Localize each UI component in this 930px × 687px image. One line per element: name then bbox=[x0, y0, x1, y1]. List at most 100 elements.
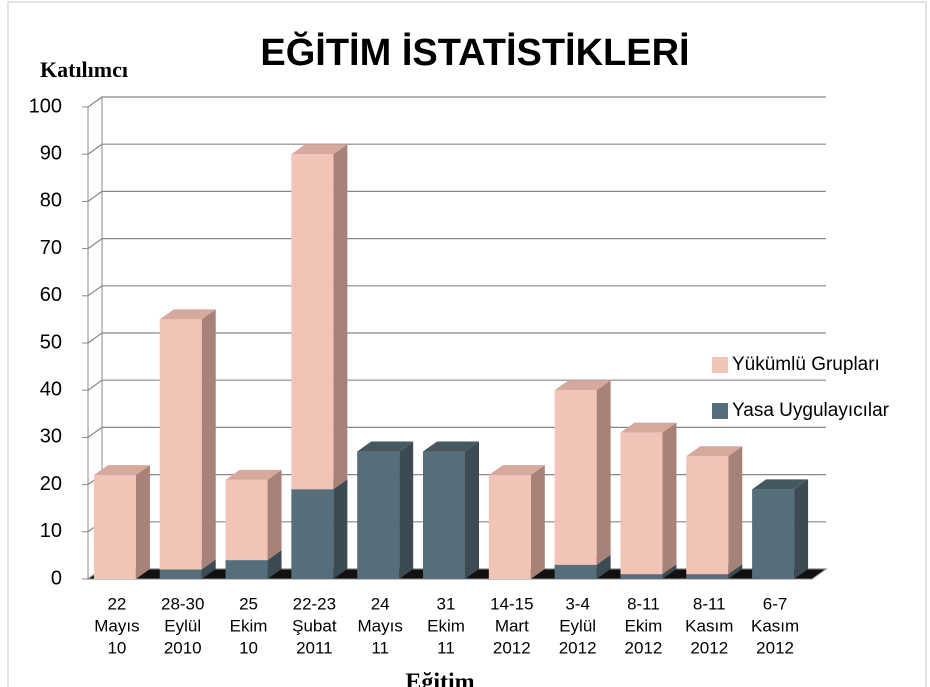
x-tick-label: Eylül bbox=[559, 616, 596, 635]
x-tick-label: 3-4 bbox=[565, 594, 590, 613]
bar bbox=[93, 475, 136, 579]
x-tick-label: 2012 bbox=[559, 638, 597, 657]
grid-line bbox=[87, 285, 826, 297]
bar-top bbox=[159, 309, 216, 320]
bar-side bbox=[662, 422, 677, 575]
y-tick-label: 90 bbox=[40, 142, 62, 164]
bar bbox=[488, 475, 531, 579]
bar-side bbox=[728, 564, 743, 579]
bar bbox=[225, 479, 268, 561]
y-tick-label: 40 bbox=[40, 378, 62, 400]
bar bbox=[686, 574, 729, 579]
x-tick-label: 14-15 bbox=[490, 594, 533, 613]
x-tick-label: Kasım bbox=[685, 616, 733, 635]
grid-line bbox=[87, 143, 826, 155]
bar-side bbox=[333, 144, 348, 490]
bar-side bbox=[794, 479, 809, 579]
bar bbox=[291, 489, 334, 579]
x-tick-label: Eylül bbox=[164, 616, 201, 635]
legend-label: Yükümlü Grupları bbox=[732, 354, 880, 375]
y-tick-label: 50 bbox=[40, 331, 62, 353]
y-tick-label: 60 bbox=[40, 284, 62, 306]
x-tick-label: 22-23 bbox=[293, 594, 336, 613]
bar-top bbox=[291, 144, 348, 155]
bar-side bbox=[333, 479, 348, 579]
x-tick-label: 25 bbox=[239, 594, 258, 613]
bar-top bbox=[488, 465, 545, 476]
bar-side bbox=[267, 550, 282, 579]
bar bbox=[423, 451, 465, 579]
bar-top bbox=[423, 441, 479, 452]
bar-side bbox=[399, 441, 414, 579]
x-tick-label: 2012 bbox=[493, 638, 531, 657]
x-tick-label: 2012 bbox=[625, 638, 663, 657]
chart-title: EĞİTİM İSTATİSTİKLERİ bbox=[260, 30, 689, 74]
x-tick-label: Ekim bbox=[230, 616, 268, 635]
bar bbox=[620, 432, 663, 575]
bar-top bbox=[686, 446, 743, 457]
bar-side bbox=[201, 309, 216, 570]
x-tick-label: Kasım bbox=[751, 616, 799, 635]
grid-line bbox=[87, 190, 826, 202]
bar-side bbox=[530, 465, 545, 579]
bar bbox=[620, 574, 663, 579]
x-tick-label: 2012 bbox=[690, 638, 728, 657]
x-axis-label: Eğitim bbox=[405, 670, 474, 687]
y-axis-label: Katılımcı bbox=[40, 57, 128, 82]
x-tick-label: 11 bbox=[371, 638, 389, 657]
x-tick-label: 11 bbox=[437, 638, 455, 657]
bar-top bbox=[357, 441, 414, 452]
bar-top bbox=[620, 422, 677, 433]
x-tick-label: Şubat bbox=[292, 616, 337, 635]
x-tick-label: Ekim bbox=[625, 616, 663, 635]
x-tick-label: 31 bbox=[437, 594, 456, 613]
x-tick-label: 28-30 bbox=[161, 594, 204, 613]
legend-swatch bbox=[712, 403, 728, 419]
bar-side bbox=[465, 441, 479, 579]
x-tick-label: 22 bbox=[107, 594, 126, 613]
legend-label: Yasa Uygulayıcılar bbox=[732, 400, 890, 421]
bar-side bbox=[596, 554, 611, 579]
x-tick-label: Mart bbox=[495, 616, 529, 635]
bar bbox=[357, 451, 400, 579]
x-tick-label: Ekim bbox=[427, 616, 465, 635]
legend-swatch bbox=[712, 357, 728, 373]
bar bbox=[686, 456, 729, 575]
x-tick-label: Mayıs bbox=[94, 616, 139, 635]
bar-side bbox=[662, 564, 677, 579]
x-tick-label: Mayıs bbox=[358, 616, 403, 635]
grid-line bbox=[87, 238, 826, 250]
bar-top bbox=[225, 469, 282, 480]
bar bbox=[554, 564, 597, 579]
bar-top bbox=[554, 380, 611, 391]
bar-side bbox=[596, 380, 611, 565]
bar-top bbox=[752, 479, 809, 490]
bar-side bbox=[201, 559, 216, 579]
bar-side bbox=[135, 465, 150, 579]
x-tick-label: 24 bbox=[371, 594, 390, 613]
bar-side bbox=[728, 446, 743, 575]
bar bbox=[225, 560, 268, 579]
x-tick-label: 8-11 bbox=[693, 594, 726, 613]
x-tick-label: 8-11 bbox=[627, 594, 660, 613]
y-tick-label: 10 bbox=[40, 520, 62, 542]
grid-line bbox=[87, 96, 826, 108]
bar-top bbox=[93, 465, 150, 476]
bar bbox=[554, 390, 597, 565]
bar bbox=[291, 154, 334, 490]
y-tick-label: 20 bbox=[40, 473, 62, 495]
chart-border bbox=[7, 1, 927, 687]
x-tick-label: 10 bbox=[239, 638, 258, 657]
x-tick-label: 2011 bbox=[296, 638, 333, 657]
y-tick-label: 30 bbox=[40, 426, 62, 448]
y-tick-label: 80 bbox=[40, 190, 62, 212]
y-tick-label: 100 bbox=[29, 95, 62, 117]
x-tick-label: 6-7 bbox=[763, 594, 788, 613]
x-tick-label: 2010 bbox=[164, 638, 202, 657]
y-tick-label: 0 bbox=[51, 567, 62, 589]
bar bbox=[752, 489, 795, 579]
bar bbox=[159, 569, 202, 579]
grid-line bbox=[87, 332, 826, 344]
bar bbox=[159, 319, 202, 570]
